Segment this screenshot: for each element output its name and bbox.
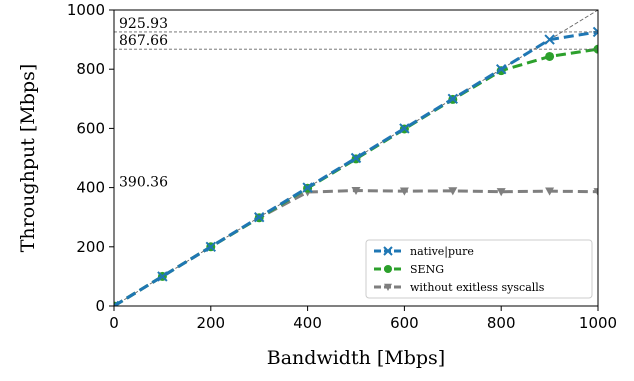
x-marker — [383, 246, 393, 256]
x-marker — [544, 34, 555, 45]
x-tick-label: 600 — [390, 314, 419, 332]
x-marker — [350, 152, 362, 164]
x-marker-stroke — [253, 211, 265, 223]
x-tick-label: 0 — [109, 314, 119, 332]
x-marker — [114, 300, 120, 306]
y-tick-label: 800 — [76, 60, 105, 78]
plot-frame — [113, 9, 599, 307]
x-marker-stroke — [157, 271, 168, 282]
triangle-down-marker — [593, 188, 598, 197]
x-axis-title: Bandwidth [Mbps] — [267, 347, 445, 369]
annotation-label: 390.36 — [119, 174, 168, 190]
x-tick-label: 200 — [196, 314, 225, 332]
series-line — [114, 30, 598, 306]
x-marker-stroke — [592, 30, 598, 38]
series-0 — [114, 26, 598, 306]
x-marker — [157, 271, 168, 282]
x-marker-stroke — [114, 300, 120, 306]
x-marker-stroke — [205, 241, 217, 253]
triangle-down-marker — [351, 186, 361, 196]
y-tick-label: 1000 — [67, 1, 105, 19]
x-marker — [592, 26, 598, 38]
x-marker-stroke — [383, 246, 393, 256]
y-tick-label: 400 — [76, 179, 105, 197]
triangle-down-marker — [399, 187, 409, 196]
y-axis-title: Throughput [Mbps] — [17, 64, 39, 253]
x-tick-label: 1000 — [579, 314, 617, 332]
x-marker — [302, 182, 313, 193]
legend-label: without exitless syscalls — [410, 281, 545, 294]
y-tick-label: 600 — [76, 119, 105, 137]
triangle-down-marker — [448, 187, 458, 196]
y-tick-label: 0 — [95, 297, 105, 315]
x-marker — [205, 241, 217, 253]
x-tick-label: 400 — [293, 314, 322, 332]
y-tick-label: 200 — [76, 238, 105, 256]
circle-marker — [545, 51, 555, 61]
x-marker-stroke — [544, 34, 555, 45]
legend-label: SENG — [410, 263, 444, 276]
tick-layer: 0 200 400 600 800 1000 0 200 400 600 800 1000 — [67, 1, 617, 332]
legend-label: native|pure — [410, 245, 474, 259]
x-marker — [447, 93, 459, 105]
x-marker-stroke — [495, 63, 507, 75]
x-marker-stroke — [399, 123, 410, 134]
x-marker — [399, 123, 410, 134]
x-marker-stroke — [350, 152, 362, 164]
x-marker-stroke — [302, 182, 313, 193]
legend-box — [365, 239, 593, 299]
triangle-down-marker — [496, 188, 506, 197]
series-layer — [114, 26, 598, 306]
x-marker-stroke — [592, 26, 598, 34]
triangle-down-marker — [545, 187, 555, 196]
x-tick-label: 800 — [487, 314, 516, 332]
x-marker-stroke — [447, 93, 459, 105]
annotation-label: 925.93 — [119, 16, 168, 32]
legend: native|pure SENG without exitless syscalls — [365, 239, 593, 299]
x-marker — [495, 63, 507, 75]
circle-marker — [384, 265, 392, 273]
triangle-down-marker — [384, 283, 392, 291]
x-marker — [253, 211, 265, 223]
annotation-label: 867.66 — [119, 33, 168, 49]
